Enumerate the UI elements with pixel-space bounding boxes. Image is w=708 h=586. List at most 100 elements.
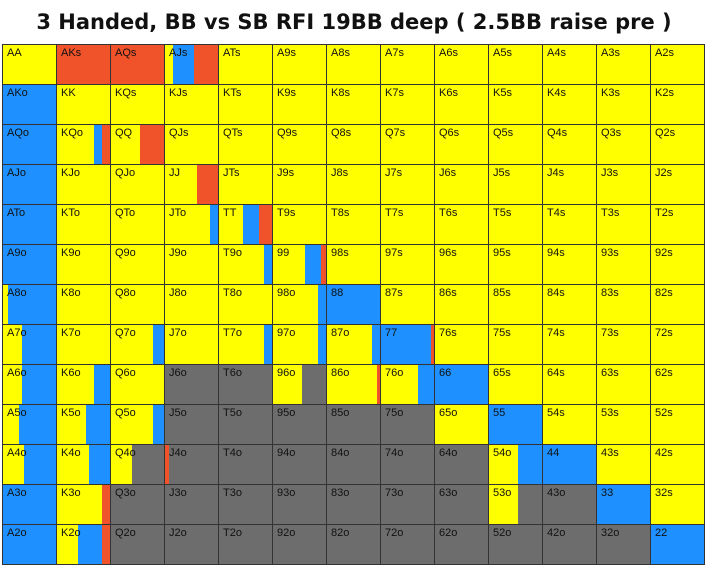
hand-cell-segment (219, 365, 272, 404)
hand-label: 74o (385, 447, 404, 459)
hand-cell-K6o: K6o (57, 365, 111, 405)
hand-cell-segment (165, 445, 170, 484)
hand-cell-segment (381, 365, 419, 404)
hand-label: A5s (493, 47, 512, 59)
hand-cell-segment (381, 45, 434, 84)
hand-cell-segment (57, 125, 95, 164)
hand-cell-segment (165, 245, 218, 284)
hand-cell-K3o: K3o (57, 485, 111, 525)
hand-cell-segment (381, 165, 434, 204)
hand-label: 82o (331, 527, 350, 539)
hand-cell-segment (651, 245, 704, 284)
hand-label: K5o (61, 407, 81, 419)
hand-cell-segment (543, 45, 596, 84)
hand-label: Q2o (115, 527, 136, 539)
hand-cell-A3o: A3o (3, 485, 57, 525)
hand-cell-K8s: K8s (327, 85, 381, 125)
hand-label: K8s (331, 87, 350, 99)
hand-label: KJo (61, 167, 80, 179)
hand-label: A2o (7, 527, 27, 539)
hand-cell-segment (57, 485, 103, 524)
hand-cell-segment (320, 245, 326, 284)
hand-label: 54s (547, 407, 565, 419)
hand-cell-QJs: QJs (165, 125, 219, 165)
hand-cell-segment (543, 445, 596, 484)
hand-cell-segment (489, 325, 542, 364)
hand-cell-segment (111, 365, 164, 404)
hand-cell-segment (219, 325, 265, 364)
hand-cell-JJ: JJ (165, 165, 219, 205)
hand-cell-J8s: J8s (327, 165, 381, 205)
hand-cell-92s: 92s (651, 245, 705, 285)
hand-cell-segment (264, 245, 272, 284)
hand-label: 62o (439, 527, 458, 539)
hand-cell-J8o: J8o (165, 285, 219, 325)
hand-cell-segment (219, 125, 272, 164)
hand-cell-segment (435, 405, 488, 444)
hand-label: J5o (169, 407, 187, 419)
hand-label: 72s (655, 327, 673, 339)
hand-label: 75s (493, 327, 511, 339)
hand-cell-segment (489, 485, 519, 524)
hand-label: 42o (547, 527, 566, 539)
hand-label: T8o (223, 287, 242, 299)
hand-cell-segment (543, 485, 596, 524)
hand-cell-KTs: KTs (219, 85, 273, 125)
hand-cell-segment (543, 365, 596, 404)
hand-label: 88 (331, 287, 344, 299)
hand-cell-JTs: JTs (219, 165, 273, 205)
hand-cell-JTo: JTo (165, 205, 219, 245)
hand-cell-segment (57, 525, 79, 564)
hand-cell-segment (435, 45, 488, 84)
hand-cell-J3o: J3o (165, 485, 219, 525)
hand-cell-J9s: J9s (273, 165, 327, 205)
hand-label: T9s (277, 207, 296, 219)
hand-range-grid: AA AKs AQs AJs ATs A9s A8s A7s A6s A5s A4s A3s A2s AK… (2, 44, 705, 565)
hand-cell-J6s: J6s (435, 165, 489, 205)
hand-cell-segment (318, 325, 326, 364)
hand-cell-segment (273, 365, 303, 404)
hand-cell-A7o: A7o (3, 325, 57, 365)
hand-cell-segment (381, 325, 432, 364)
hand-label: Q3s (601, 127, 622, 139)
hand-cell-54o: 54o (489, 445, 543, 485)
hand-cell-segment (111, 405, 154, 444)
hand-cell-segment (57, 245, 110, 284)
hand-cell-66: 66 (435, 365, 489, 405)
hand-cell-segment (302, 365, 326, 404)
hand-label: 53s (601, 407, 619, 419)
hand-cell-96o: 96o (273, 365, 327, 405)
hand-label: T5o (223, 407, 242, 419)
hand-cell-Q5s: Q5s (489, 125, 543, 165)
hand-label: 53o (493, 487, 512, 499)
hand-cell-42s: 42s (651, 445, 705, 485)
hand-cell-94o: 94o (273, 445, 327, 485)
hand-cell-segment (8, 285, 56, 324)
hand-label: KQo (61, 127, 84, 139)
hand-cell-76o: 76o (381, 365, 435, 405)
hand-cell-segment (597, 245, 650, 284)
hand-cell-Q2o: Q2o (111, 525, 165, 565)
hand-label: Q8o (115, 287, 136, 299)
hand-cell-segment (381, 445, 434, 484)
hand-label: Q2s (655, 127, 676, 139)
hand-label: 97s (385, 247, 403, 259)
hand-cell-76s: 76s (435, 325, 489, 365)
hand-label: 75o (385, 407, 404, 419)
hand-label: T6o (223, 367, 242, 379)
hand-cell-segment (94, 125, 103, 164)
hand-label: ATo (7, 207, 26, 219)
hand-cell-segment (219, 245, 265, 284)
hand-label: 22 (655, 527, 668, 539)
hand-cell-segment (651, 125, 704, 164)
hand-label: AQs (115, 47, 137, 59)
hand-cell-segment (377, 365, 380, 404)
hand-cell-segment (489, 245, 542, 284)
hand-cell-93s: 93s (597, 245, 651, 285)
hand-cell-segment (651, 205, 704, 244)
hand-cell-segment (165, 365, 218, 404)
hand-cell-segment (196, 165, 218, 204)
hand-cell-segment (651, 85, 704, 124)
hand-label: K9o (61, 247, 81, 259)
hand-label: 99 (277, 247, 290, 259)
